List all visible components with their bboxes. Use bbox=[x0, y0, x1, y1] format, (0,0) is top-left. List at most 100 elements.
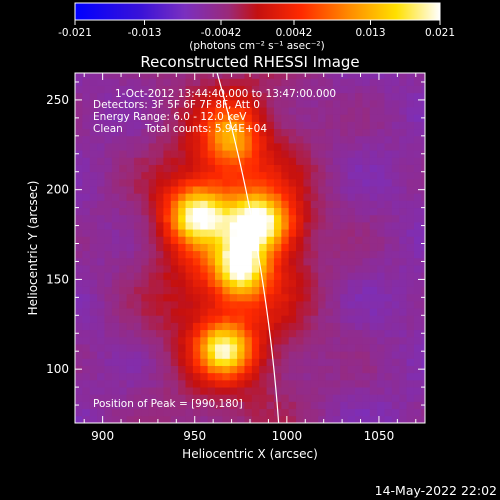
heatmap-cell bbox=[75, 358, 83, 366]
heatmap-cell bbox=[259, 178, 267, 187]
heatmap-cell bbox=[163, 415, 172, 423]
heatmap-cell bbox=[215, 379, 223, 388]
heatmap-cell bbox=[148, 236, 157, 244]
heatmap-cell bbox=[244, 379, 253, 388]
heatmap-cell bbox=[399, 250, 407, 259]
heatmap-cell bbox=[141, 379, 150, 388]
heatmap-cell bbox=[413, 164, 422, 173]
heatmap-cell bbox=[399, 394, 407, 402]
heatmap-cell bbox=[325, 279, 334, 287]
heatmap-cell bbox=[406, 78, 415, 86]
heatmap-cell bbox=[384, 229, 393, 237]
heatmap-cell bbox=[406, 114, 415, 122]
heatmap-cell bbox=[75, 279, 83, 287]
heatmap-cell bbox=[421, 178, 425, 187]
heatmap-cell bbox=[163, 171, 172, 180]
heatmap-cell bbox=[237, 415, 245, 423]
heatmap-cell bbox=[421, 415, 425, 423]
heatmap-cell bbox=[391, 394, 400, 402]
heatmap-cell bbox=[141, 214, 150, 223]
heatmap-cell bbox=[119, 229, 127, 237]
heatmap-cell bbox=[384, 408, 393, 417]
heatmap-cell bbox=[82, 401, 91, 410]
heatmap-cell bbox=[200, 265, 209, 273]
heatmap-cell bbox=[391, 257, 400, 266]
heatmap-cell bbox=[266, 401, 275, 410]
heatmap-cell bbox=[207, 99, 216, 108]
heatmap-cell bbox=[244, 78, 253, 86]
heatmap-cell bbox=[185, 329, 194, 338]
heatmap-cell bbox=[259, 135, 267, 144]
heatmap-cell bbox=[384, 157, 393, 165]
heatmap-cell bbox=[133, 200, 142, 209]
heatmap-cell bbox=[288, 300, 297, 309]
heatmap-cell bbox=[288, 322, 297, 331]
heatmap-cell bbox=[156, 315, 164, 323]
heatmap-cell bbox=[126, 257, 135, 266]
heatmap-cell bbox=[369, 200, 378, 209]
heatmap-cell bbox=[318, 250, 326, 259]
heatmap-cell bbox=[325, 336, 334, 345]
heatmap-cell bbox=[207, 293, 216, 302]
heatmap-cell bbox=[75, 300, 83, 309]
heatmap-cell bbox=[82, 257, 91, 266]
heatmap-cell bbox=[399, 387, 407, 395]
heatmap-cell bbox=[332, 250, 341, 259]
heatmap-cell bbox=[104, 186, 113, 194]
heatmap-cell bbox=[244, 401, 253, 410]
heatmap-cell bbox=[303, 329, 312, 338]
heatmap-cell bbox=[237, 372, 245, 381]
heatmap-cell bbox=[89, 214, 98, 223]
heatmap-cell bbox=[347, 171, 356, 180]
heatmap-cell bbox=[97, 92, 105, 101]
heatmap-cell bbox=[355, 78, 363, 86]
heatmap-cell bbox=[126, 379, 135, 388]
heatmap-cell bbox=[119, 286, 127, 295]
heatmap-cell bbox=[310, 379, 319, 388]
heatmap-cell bbox=[355, 358, 363, 366]
heatmap-cell bbox=[391, 221, 400, 230]
heatmap-cell bbox=[200, 286, 209, 295]
heatmap-cell bbox=[222, 379, 231, 388]
heatmap-cell bbox=[303, 193, 312, 201]
heatmap-cell bbox=[229, 107, 238, 115]
heatmap-cell bbox=[369, 214, 378, 223]
heatmap-cell bbox=[362, 272, 371, 280]
heatmap-cell bbox=[170, 164, 179, 173]
heatmap-cell bbox=[215, 315, 223, 323]
heatmap-cell bbox=[318, 73, 326, 79]
heatmap-cell bbox=[237, 92, 245, 101]
heatmap-cell bbox=[369, 157, 378, 165]
heatmap-cell bbox=[362, 128, 371, 137]
heatmap-cell bbox=[163, 308, 172, 316]
heatmap-cell bbox=[170, 243, 179, 252]
heatmap-cell bbox=[391, 193, 400, 201]
heatmap-cell bbox=[384, 128, 393, 137]
heatmap-cell bbox=[207, 214, 216, 223]
heatmap-cell bbox=[148, 73, 157, 79]
heatmap-cell bbox=[156, 387, 164, 395]
heatmap-cell bbox=[237, 394, 245, 402]
heatmap-cell bbox=[281, 329, 290, 338]
heatmap-cell bbox=[399, 207, 407, 216]
heatmap-cell bbox=[244, 329, 253, 338]
heatmap-cell bbox=[281, 387, 290, 395]
heatmap-cell bbox=[369, 186, 378, 194]
heatmap-cell bbox=[200, 336, 209, 345]
heatmap-cell bbox=[82, 214, 91, 223]
heatmap-cell bbox=[259, 85, 267, 94]
heatmap-cell bbox=[148, 207, 157, 216]
heatmap-cell bbox=[310, 250, 319, 259]
heatmap-cell bbox=[296, 207, 304, 216]
heatmap-cell bbox=[355, 315, 363, 323]
heatmap-cell bbox=[369, 73, 378, 79]
heatmap-cell bbox=[266, 293, 275, 302]
heatmap-cell bbox=[391, 78, 400, 86]
heatmap-cell bbox=[133, 107, 142, 115]
heatmap-cell bbox=[229, 336, 238, 345]
heatmap-cell bbox=[156, 121, 164, 130]
heatmap-cell bbox=[89, 394, 98, 402]
heatmap-cell bbox=[192, 150, 201, 158]
heatmap-cell bbox=[347, 135, 356, 144]
heatmap-cell bbox=[156, 73, 164, 79]
